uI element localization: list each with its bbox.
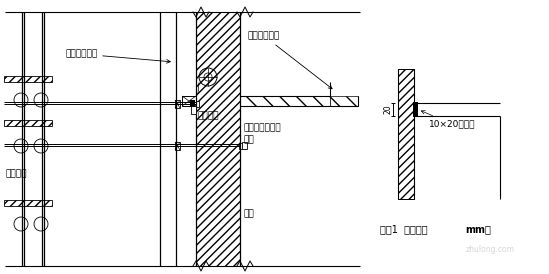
Text: 10×20明缝条: 10×20明缝条: [421, 111, 475, 129]
Bar: [182, 96, 196, 106]
Text: zhulong.com: zhulong.com: [466, 245, 514, 254]
Text: 通长木方: 通长木方: [197, 111, 219, 120]
Bar: [175, 142, 180, 150]
Bar: [240, 96, 330, 106]
Bar: [193, 101, 199, 107]
Bar: [330, 96, 358, 106]
Text: 20: 20: [384, 105, 393, 114]
Text: 外脚手架: 外脚手架: [5, 170, 26, 178]
Bar: [4, 120, 52, 126]
Text: 穿墙螺栓与外架
拉接: 穿墙螺栓与外架 拉接: [244, 123, 282, 145]
Text: mm）: mm）: [465, 224, 491, 234]
Bar: [190, 100, 195, 107]
Bar: [175, 100, 180, 108]
Bar: [398, 69, 414, 199]
Text: 外墙: 外墙: [244, 210, 255, 218]
Bar: [413, 102, 418, 117]
Bar: [4, 200, 52, 206]
Bar: [191, 106, 196, 114]
Bar: [4, 76, 52, 82]
Text: 外侧配大模板: 外侧配大模板: [65, 50, 170, 63]
Bar: [196, 12, 240, 266]
Text: 内侧配木模板: 内侧配木模板: [248, 32, 332, 89]
Bar: [239, 143, 245, 149]
Bar: [242, 142, 247, 149]
Text: 节点1  （单位：: 节点1 （单位：: [380, 224, 428, 234]
